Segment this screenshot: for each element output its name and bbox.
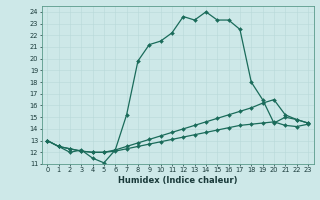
X-axis label: Humidex (Indice chaleur): Humidex (Indice chaleur)	[118, 176, 237, 185]
